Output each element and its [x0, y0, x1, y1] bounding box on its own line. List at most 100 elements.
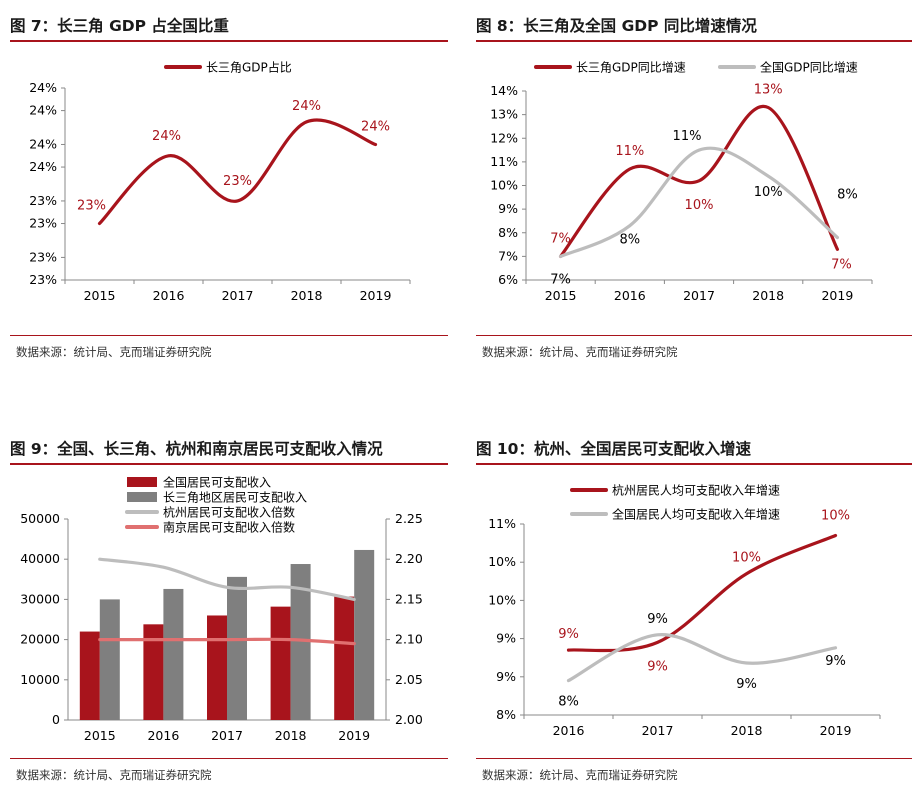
bar-yangtze-2017	[227, 576, 247, 720]
x-tick-label: 2019	[820, 723, 852, 738]
y2-tick-label: 2.25	[395, 511, 423, 526]
data-label: 13%	[754, 83, 783, 98]
y2-tick-label: 2.20	[395, 551, 423, 566]
x-tick-label: 2018	[291, 288, 323, 303]
legend-label: 全国居民可支配收入	[163, 475, 271, 490]
data-label: 11%	[615, 144, 644, 159]
series-line-1	[97, 118, 378, 226]
bottom-rule-fig7	[10, 335, 448, 336]
legend-label: 长三角GDP占比	[206, 60, 292, 75]
legend-label: 杭州居民人均可支配收入年增速	[612, 483, 780, 498]
series-line-hangzhou	[98, 557, 356, 601]
x-tick-label: 2017	[222, 288, 254, 303]
bottom-rule-fig8	[476, 335, 912, 336]
chart-fig10: 8% 9% 9% 10% 10% 11% 2016 2017 2018 2019 9% 9% 10% 10…	[488, 483, 881, 738]
y2-tick-label: 2.00	[395, 712, 423, 727]
y-tick-label: 10000	[20, 672, 60, 687]
x-tick-label: 2016	[147, 728, 179, 743]
series-line-2	[559, 146, 839, 258]
y-tick-label: 23%	[29, 249, 57, 264]
x-tick-label: 2019	[360, 288, 392, 303]
x-tick-label: 2017	[211, 728, 243, 743]
y-tick-label: 0	[52, 712, 60, 727]
y-tick-label: 9%	[496, 631, 516, 646]
x-tick-label: 2018	[275, 728, 307, 743]
data-label: 7%	[550, 272, 571, 287]
legend-label: 长三角地区居民可支配收入	[163, 491, 307, 505]
data-label: 8%	[558, 695, 579, 710]
bar-yangtze-2018	[290, 564, 311, 720]
bar-national-2015	[79, 631, 100, 720]
data-label: 9%	[647, 659, 668, 674]
source-note-fig10: 数据来源：统计局、克而瑞证券研究院	[482, 768, 678, 782]
y2-tick-label: 2.15	[395, 591, 423, 606]
y-tick-label: 23%	[29, 193, 57, 208]
bar-yangtze-2016	[163, 588, 184, 720]
data-label: 9%	[558, 627, 579, 642]
data-label: 8%	[837, 187, 858, 202]
data-label: 23%	[77, 199, 106, 214]
panel-fig9: 图 9：全国、长三角、杭州和南京居民可支配收入情况 0 10000 20000 300…	[10, 425, 450, 789]
data-label: 24%	[292, 99, 321, 114]
data-label: 9%	[736, 677, 757, 692]
data-label: 10%	[732, 551, 761, 566]
y2-tick-label: 2.10	[395, 632, 423, 647]
y-tick-label: 24%	[29, 103, 57, 118]
y-tick-label: 23%	[29, 272, 57, 287]
series-line-nanjing	[98, 637, 356, 646]
legend-label: 长三角GDP同比增速	[576, 61, 686, 75]
chart-title-fig8: 图 8：长三角及全国 GDP 同比增速情况	[476, 17, 757, 35]
x-tick-label: 2017	[683, 288, 715, 303]
data-label: 24%	[361, 119, 390, 134]
data-label: 10%	[685, 198, 714, 213]
data-label: 10%	[821, 508, 850, 523]
y-tick-label: 9%	[496, 669, 516, 684]
bottom-rule-fig10	[476, 758, 912, 759]
bar-yangtze-2015	[99, 599, 120, 720]
y-tick-label: 23%	[29, 216, 57, 231]
x-tick-label: 2016	[614, 288, 646, 303]
bottom-rule-fig9	[10, 758, 448, 759]
y2-tick-label: 2.05	[395, 672, 423, 687]
chart-fig8: 6% 7% 8% 9% 10% 11% 12% 13% 14% 2015 2016 2017 2018 2…	[490, 60, 873, 303]
bar-national-2019	[334, 596, 355, 720]
y-tick-label: 10%	[488, 554, 516, 569]
bar-national-2018	[270, 606, 291, 720]
data-label: 11%	[673, 129, 702, 144]
y-tick-label: 10%	[490, 178, 518, 193]
y-tick-label: 14%	[490, 83, 518, 98]
y-tick-label: 13%	[490, 107, 518, 122]
chart-title-fig7: 图 7：长三角 GDP 占全国比重	[10, 17, 229, 35]
y-tick-label: 12%	[490, 130, 518, 145]
x-tick-label: 2015	[84, 728, 116, 743]
chart-title-fig10: 图 10：杭州、全国居民可支配收入增速	[476, 440, 751, 458]
data-label: 8%	[619, 233, 640, 248]
data-label: 9%	[647, 612, 668, 627]
title-rule-fig9	[10, 463, 448, 465]
x-tick-label: 2016	[153, 288, 185, 303]
y-tick-label: 24%	[29, 80, 57, 95]
panel-fig7: 图 7：长三角 GDP 占全国比重 23% 23% 23% 23% 24% 24% 24% 2…	[10, 0, 450, 380]
series-line-1	[559, 104, 839, 258]
y-tick-label: 8%	[498, 225, 518, 240]
x-tick-label: 2017	[642, 723, 674, 738]
y-tick-label: 9%	[498, 201, 518, 216]
source-note-fig8: 数据来源：统计局、克而瑞证券研究院	[482, 345, 678, 359]
legend-swatch	[127, 477, 157, 487]
x-tick-label: 2019	[338, 728, 370, 743]
series-line-2	[566, 633, 838, 683]
y-tick-label: 7%	[498, 248, 518, 263]
x-tick-label: 2019	[821, 288, 853, 303]
y-tick-label: 30000	[20, 591, 60, 606]
legend-label: 全国GDP同比增速	[760, 60, 858, 75]
chart-title-fig9: 图 9：全国、长三角、杭州和南京居民可支配收入情况	[10, 440, 383, 458]
y-tick-label: 11%	[490, 154, 518, 169]
y-tick-label: 20000	[20, 632, 60, 647]
panel-fig10: 图 10：杭州、全国居民可支配收入增速 8% 9% 9% 10% 10% 11% 2016 2…	[476, 425, 916, 789]
legend-label: 南京居民可支配收入倍数	[163, 520, 295, 535]
y-tick-label: 24%	[29, 159, 57, 174]
y-tick-label: 8%	[496, 707, 516, 722]
title-rule-fig7	[10, 40, 448, 42]
source-note-fig7: 数据来源：统计局、克而瑞证券研究院	[16, 345, 212, 359]
data-label: 9%	[825, 654, 846, 669]
